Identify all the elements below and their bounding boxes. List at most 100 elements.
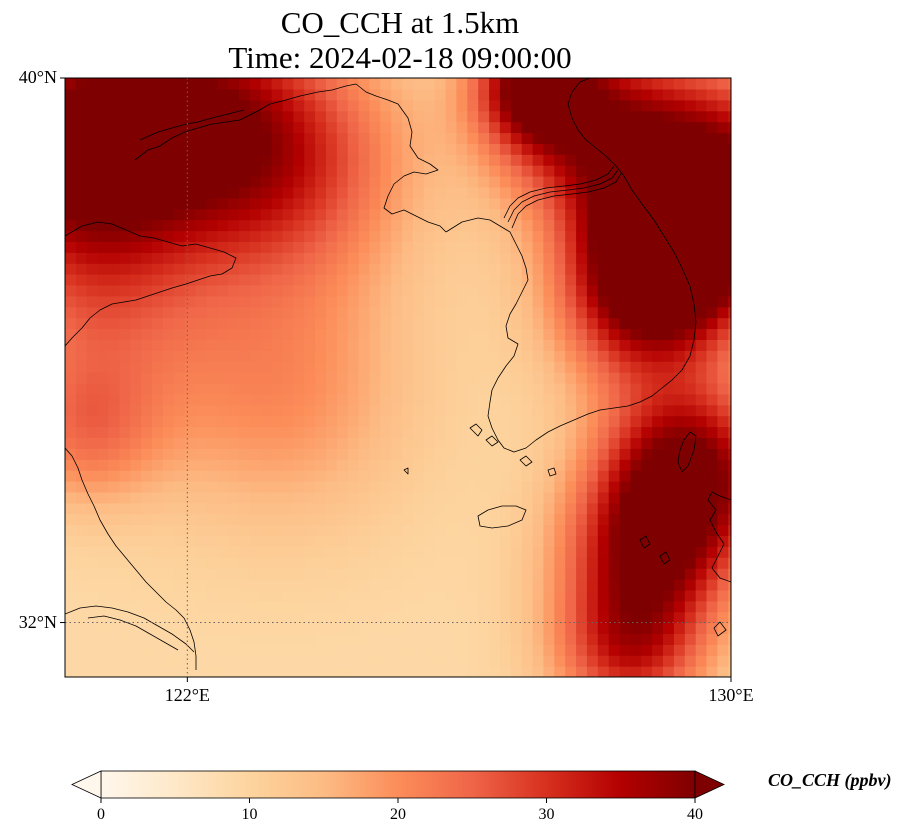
field-cell bbox=[65, 197, 77, 210]
field-cell bbox=[347, 448, 360, 460]
field-cell bbox=[195, 317, 207, 330]
field-cell bbox=[673, 372, 686, 384]
field-cell bbox=[108, 165, 120, 177]
field-cell bbox=[108, 208, 120, 221]
field-cell bbox=[673, 437, 686, 449]
field-cell bbox=[684, 655, 697, 667]
field-cell bbox=[663, 426, 675, 438]
field-cell bbox=[565, 513, 577, 526]
field-cell bbox=[445, 622, 458, 634]
field-cell bbox=[663, 274, 675, 286]
field-cell bbox=[358, 611, 371, 624]
field-cell bbox=[478, 502, 490, 515]
field-cell bbox=[597, 219, 610, 232]
field-cell bbox=[380, 589, 392, 602]
field-cell bbox=[728, 121, 731, 134]
field-cell bbox=[597, 78, 610, 90]
field-cell bbox=[293, 600, 305, 613]
colorbar bbox=[71, 770, 725, 803]
field-cell bbox=[521, 513, 534, 526]
field-cell bbox=[75, 481, 88, 493]
field-cell bbox=[586, 263, 599, 275]
field-cell bbox=[619, 339, 631, 351]
field-cell bbox=[586, 165, 599, 177]
field-cell bbox=[141, 633, 153, 645]
field-cell bbox=[130, 546, 142, 558]
field-cell bbox=[510, 110, 523, 123]
field-cell bbox=[684, 557, 697, 569]
field-cell bbox=[108, 154, 120, 166]
field-cell bbox=[586, 513, 599, 526]
field-cell bbox=[402, 208, 414, 221]
field-cell bbox=[260, 317, 273, 330]
field-cell bbox=[108, 491, 120, 504]
field-cell bbox=[217, 437, 229, 449]
field-cell bbox=[663, 459, 675, 471]
field-cell bbox=[260, 219, 273, 232]
field-cell bbox=[402, 197, 414, 210]
field-cell bbox=[239, 274, 251, 286]
field-cell bbox=[271, 393, 284, 406]
field-cell bbox=[543, 382, 555, 395]
field-cell bbox=[141, 535, 153, 547]
field-cell bbox=[565, 393, 577, 406]
field-cell bbox=[402, 339, 414, 351]
field-cell bbox=[673, 611, 686, 624]
field-cell bbox=[336, 208, 349, 221]
field-cell bbox=[86, 470, 99, 482]
field-cell bbox=[228, 459, 240, 471]
field-cell bbox=[608, 568, 621, 580]
field-cell bbox=[576, 644, 588, 656]
field-cell bbox=[304, 230, 316, 242]
field-cell bbox=[630, 655, 642, 667]
field-cell bbox=[380, 459, 392, 471]
field-cell bbox=[597, 589, 610, 602]
field-cell bbox=[152, 252, 164, 264]
field-cell bbox=[184, 361, 197, 373]
field-cell bbox=[510, 502, 523, 515]
field-cell bbox=[402, 546, 414, 558]
field-cell bbox=[119, 165, 131, 177]
field-cell bbox=[423, 382, 436, 395]
field-cell bbox=[445, 415, 458, 428]
field-cell bbox=[108, 382, 120, 395]
field-cell bbox=[184, 524, 197, 536]
field-cell bbox=[434, 459, 447, 471]
field-cell bbox=[336, 579, 349, 591]
field-cell bbox=[619, 165, 631, 177]
field-cell bbox=[478, 197, 490, 210]
field-cell bbox=[423, 546, 436, 558]
field-cell bbox=[369, 372, 381, 384]
field-cell bbox=[347, 404, 360, 417]
field-cell bbox=[65, 524, 77, 536]
field-cell bbox=[532, 557, 545, 569]
field-cell bbox=[728, 524, 731, 536]
field-cell bbox=[130, 589, 142, 602]
field-cell bbox=[510, 295, 523, 308]
field-cell bbox=[717, 644, 729, 656]
field-cell bbox=[543, 186, 555, 199]
field-cell bbox=[141, 611, 153, 624]
field-cell bbox=[228, 448, 240, 460]
field-cell bbox=[152, 600, 164, 613]
field-cell bbox=[380, 78, 392, 90]
field-cell bbox=[141, 78, 153, 90]
field-cell bbox=[456, 655, 468, 667]
field-cell bbox=[358, 78, 371, 90]
field-cell bbox=[652, 382, 664, 395]
field-cell bbox=[391, 502, 403, 515]
field-cell bbox=[728, 611, 731, 624]
axis-ticks bbox=[60, 77, 732, 682]
field-cell bbox=[130, 154, 142, 166]
field-cell bbox=[369, 306, 381, 319]
field-cell bbox=[576, 219, 588, 232]
field-cell bbox=[510, 154, 523, 166]
field-cell bbox=[554, 426, 566, 438]
field-cell bbox=[695, 557, 708, 569]
field-cell bbox=[532, 372, 545, 384]
field-cell bbox=[478, 393, 490, 406]
field-cell bbox=[336, 524, 349, 536]
field-cell bbox=[239, 589, 251, 602]
field-cell bbox=[97, 154, 110, 166]
field-cell bbox=[249, 611, 262, 624]
